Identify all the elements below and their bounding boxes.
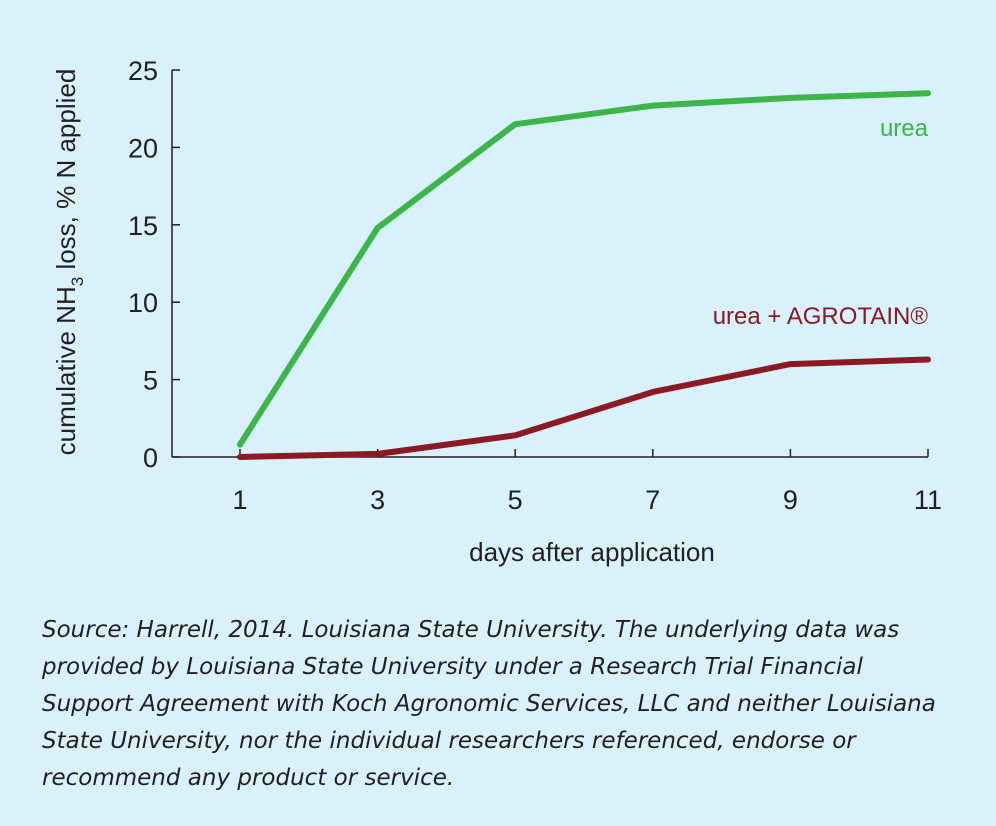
x-tick-label: 3 [370, 485, 385, 515]
y-tick-label: 20 [128, 133, 158, 163]
x-axis: 1 3 5 7 9 11 [172, 449, 942, 515]
x-tick-label: 9 [783, 485, 798, 515]
y-tick-label: 5 [143, 366, 158, 396]
series-label-urea-agrotain: urea + AGROTAIN® [713, 303, 929, 330]
y-axis-title-subscript: 3 [68, 277, 87, 286]
y-axis-title-main: cumulative NH [51, 286, 81, 455]
y-tick-label: 25 [128, 56, 158, 86]
y-tick-label: 10 [128, 288, 158, 318]
x-tick-label: 5 [508, 485, 523, 515]
x-tick-label: 7 [645, 485, 660, 515]
x-tick-label: 1 [232, 485, 247, 515]
series-line-urea [237, 90, 931, 448]
series-line-urea-agrotain [237, 356, 931, 460]
y-tick-label: 15 [128, 211, 158, 241]
y-axis: 0 5 10 15 20 25 [128, 56, 180, 473]
y-tick-label: 0 [143, 443, 158, 473]
x-axis-title: days after application [469, 537, 715, 567]
y-axis-title-rest: loss, % N applied [51, 69, 81, 277]
y-axis-title: cumulative NH3 loss, % N applied [51, 69, 87, 456]
source-note: Source: Harrell, 2014. Louisiana State U… [42, 617, 936, 791]
series-layer: urea urea + AGROTAIN® [237, 90, 931, 460]
series-label-urea: urea [880, 115, 929, 142]
x-tick-label: 11 [914, 485, 942, 515]
